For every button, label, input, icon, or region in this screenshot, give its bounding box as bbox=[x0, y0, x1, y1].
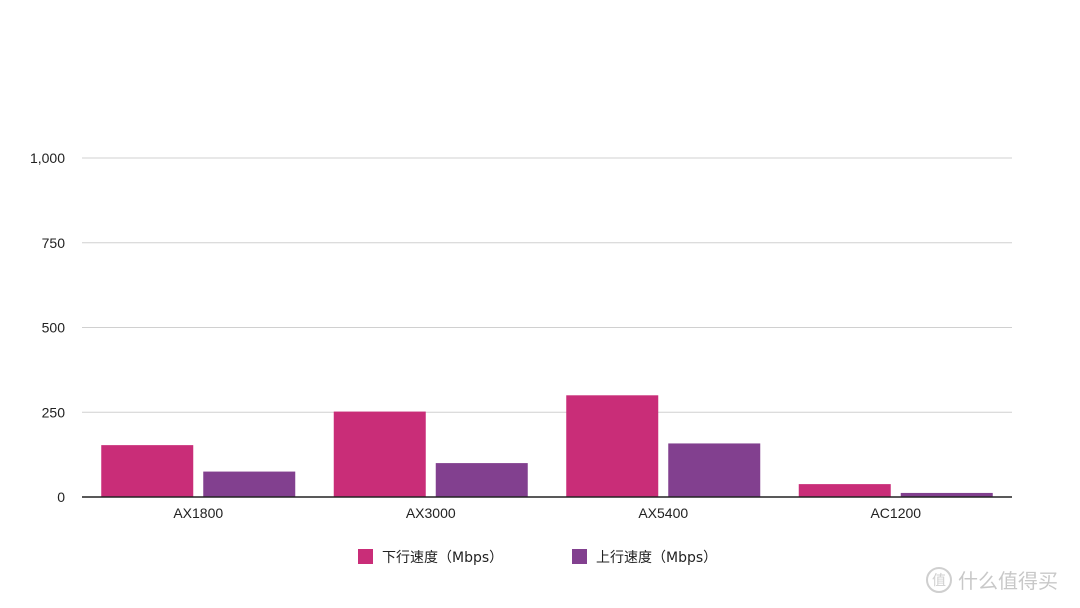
x-axis-category-labels: AX1800 AX3000 AX5400 AC1200 bbox=[173, 505, 921, 521]
bar bbox=[566, 395, 659, 497]
bar bbox=[333, 411, 426, 497]
y-tick-label: 1,000 bbox=[30, 150, 65, 166]
watermark: 值 什么值得买 bbox=[926, 565, 1058, 594]
zhi-icon: 值 bbox=[926, 566, 952, 593]
legend-swatch bbox=[572, 549, 587, 564]
y-tick-label: 500 bbox=[42, 320, 66, 336]
bar bbox=[435, 463, 528, 497]
y-tick-label: 750 bbox=[42, 235, 66, 251]
y-tick-label: 0 bbox=[57, 489, 65, 505]
y-axis-tick-labels: 0 250 500 750 1,000 bbox=[30, 150, 65, 505]
bar bbox=[101, 445, 194, 497]
grid-lines bbox=[82, 157, 1012, 413]
legend-swatch bbox=[358, 549, 373, 564]
y-tick-label: 250 bbox=[42, 404, 66, 420]
watermark-text: 什么值得买 bbox=[958, 569, 1058, 593]
x-category-label: AX1800 bbox=[173, 505, 223, 521]
bars bbox=[101, 395, 993, 497]
bar bbox=[900, 492, 993, 497]
x-category-label: AX3000 bbox=[406, 505, 456, 521]
legend-label: 下行速度（Mbps） bbox=[382, 550, 503, 566]
bar bbox=[798, 484, 891, 497]
x-category-label: AX5400 bbox=[638, 505, 688, 521]
x-category-label: AC1200 bbox=[870, 505, 921, 521]
bar bbox=[203, 471, 296, 497]
legend-label: 上行速度（Mbps） bbox=[596, 550, 717, 566]
bar bbox=[668, 443, 761, 497]
legend: 下行速度（Mbps） 上行速度（Mbps） bbox=[358, 549, 717, 566]
